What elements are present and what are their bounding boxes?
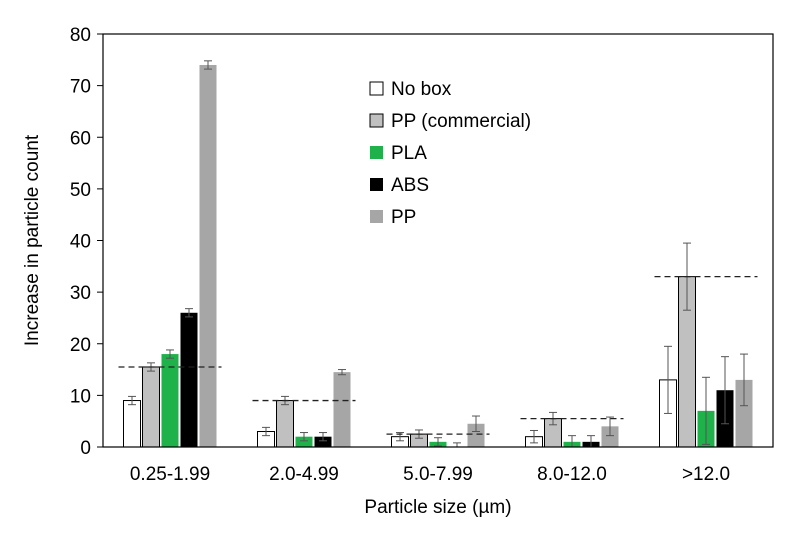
bar [467,423,485,447]
y-tick-label: 10 [70,386,91,407]
y-tick-label: 40 [70,232,91,253]
x-tick-label: 8.0-12.0 [537,464,607,485]
x-tick-label: >12.0 [682,464,730,485]
error-bar [740,353,748,407]
error-bar [664,345,672,414]
legend-label: PP [391,207,416,228]
error-bar [453,442,461,448]
legend-label: No box [391,79,452,100]
error-bar [185,308,193,318]
legend-item: PLA [370,143,427,164]
bar [199,64,217,447]
bar [333,372,351,447]
y-axis-label: Increase in particle count [22,134,43,346]
y-tick-label: 50 [70,180,91,201]
error-bar [319,432,327,442]
legend-label: PP (commercial) [391,111,531,132]
bar [295,436,313,447]
x-tick-label: 0.25-1.99 [130,464,210,485]
bar [123,400,141,448]
legend-item: ABS [370,175,429,196]
bar [314,436,332,447]
error-bar [530,429,538,444]
y-tick-label: 30 [70,283,91,304]
legend: No box PP (commercial) PLA ABS PP [369,79,531,228]
bar [161,354,179,447]
error-bar [702,376,710,445]
reference-lines [118,275,758,435]
legend-swatch [369,81,384,96]
plot-area-frame [102,33,774,448]
x-tick-label: 5.0-7.99 [403,464,473,485]
y-tick-label: 70 [70,77,91,98]
error-bar [166,349,174,359]
legend-swatch [370,210,383,223]
error-bar [262,426,270,437]
legend-item: PP [370,207,416,228]
error-bar [338,369,346,376]
bar [601,426,619,447]
error-bar [128,395,136,406]
y-tick-labels: 0 10 20 30 40 50 60 70 80 [70,25,103,459]
legend-label: PLA [391,143,427,164]
legend-label: ABS [391,175,429,196]
y-tick-label: 60 [70,128,91,149]
x-tick-label: 2.0-4.99 [269,464,339,485]
error-bar [472,415,480,433]
error-bar [434,437,442,447]
legend-swatch [370,146,383,159]
error-bar [300,432,308,442]
y-tick-label: 20 [70,335,91,356]
bar [142,366,160,448]
legend-swatch [370,178,383,191]
bar [180,312,198,447]
legend-swatch [369,113,384,128]
x-axis-label: Particle size (µm) [364,497,511,518]
y-tick-label: 80 [70,25,91,46]
error-bar [606,416,614,437]
y-tick-label: 0 [80,438,91,459]
bar [276,400,294,448]
error-bar [721,356,729,425]
bar [735,379,753,447]
error-bar [204,60,212,70]
x-tick-labels: 0.25-1.99 2.0-4.99 5.0-7.99 8.0-12.0 >12.0 [130,464,730,485]
legend-item: PP (commercial) [369,111,531,132]
legend-item: No box [369,79,452,100]
